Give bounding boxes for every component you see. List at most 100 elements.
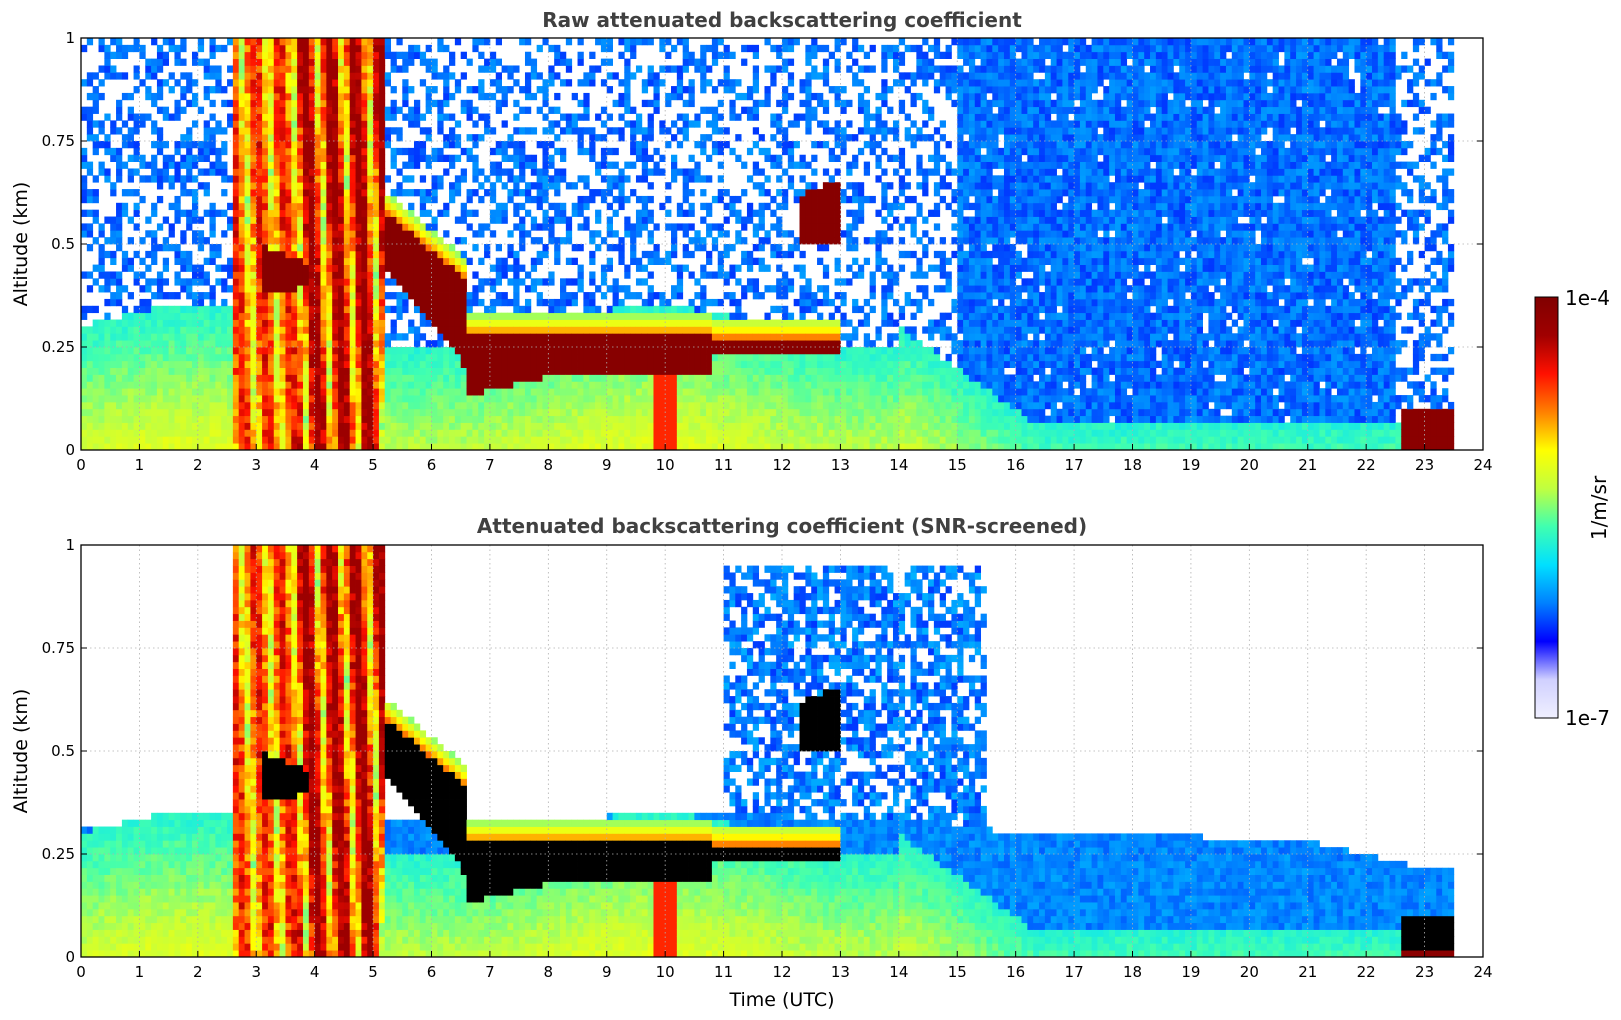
heatmap-cell: [302, 264, 310, 272]
heatmap-cell: [501, 264, 508, 272]
heatmap-cell: [706, 333, 713, 341]
heatmap-cell: [197, 154, 205, 162]
heatmap-cell: [413, 374, 421, 382]
heatmap-cell: [302, 422, 310, 430]
heatmap-cell: [425, 347, 432, 355]
heatmap-cell: [489, 264, 497, 272]
heatmap-cell: [624, 58, 631, 66]
heatmap-cell: [560, 353, 567, 362]
heatmap-cell: [378, 292, 386, 300]
heatmap-cell: [723, 230, 730, 238]
heatmap-cell: [548, 161, 555, 169]
heatmap-cell: [630, 408, 637, 417]
heatmap-cell: [595, 436, 602, 444]
heatmap-cell: [297, 319, 304, 327]
heatmap-cell: [209, 367, 216, 375]
heatmap-cell: [320, 436, 327, 444]
heatmap-cell: [215, 79, 222, 87]
heatmap-cell: [524, 422, 532, 430]
heatmap-cell: [343, 209, 351, 217]
heatmap-cell: [197, 333, 205, 341]
heatmap-cell: [215, 120, 222, 128]
heatmap-cell: [723, 353, 730, 362]
heatmap-cell: [121, 202, 129, 211]
heatmap-cell: [612, 312, 619, 320]
heatmap-cell: [297, 195, 304, 204]
heatmap-cell: [285, 429, 292, 437]
heatmap-cell: [367, 189, 374, 197]
heatmap-cell: [635, 381, 643, 389]
heatmap-cell: [308, 264, 316, 272]
heatmap-cell: [478, 312, 485, 320]
heatmap-cell: [267, 401, 275, 410]
heatmap-cell: [472, 106, 479, 114]
heatmap-cell: [343, 127, 351, 135]
heatmap-cell: [86, 443, 94, 450]
heatmap-cell: [139, 408, 146, 417]
heatmap-cell: [267, 161, 275, 169]
heatmap-cell: [367, 120, 374, 128]
heatmap-cell: [653, 312, 660, 320]
heatmap-cell: [647, 367, 654, 375]
heatmap-cell: [81, 223, 88, 231]
heatmap-cell: [139, 79, 146, 87]
heatmap-cell: [279, 443, 286, 450]
heatmap-cell: [349, 79, 356, 87]
heatmap-cell: [273, 147, 281, 156]
heatmap-cell: [250, 141, 257, 149]
heatmap-cell: [524, 72, 532, 80]
heatmap-cell: [343, 161, 351, 169]
heatmap-cell: [624, 401, 631, 410]
heatmap-cell: [250, 134, 257, 142]
heatmap-cell: [676, 65, 684, 73]
heatmap-cell: [735, 353, 742, 362]
heatmap-cell: [589, 278, 596, 286]
heatmap-cell: [600, 106, 608, 114]
heatmap-cell: [425, 436, 432, 444]
heatmap-cell: [250, 120, 257, 128]
heatmap-cell: [489, 429, 497, 437]
heatmap-cell: [443, 134, 450, 142]
heatmap-cell: [273, 436, 281, 444]
heatmap-cell: [285, 250, 292, 259]
heatmap-cell: [110, 326, 117, 334]
heatmap-cell: [524, 106, 532, 114]
heatmap-cell: [302, 106, 310, 114]
heatmap-cell: [530, 223, 538, 231]
heatmap-cell: [116, 408, 123, 417]
heatmap-cell: [735, 92, 742, 101]
heatmap-cell: [367, 65, 374, 73]
heatmap-cell: [554, 134, 561, 142]
heatmap-cell: [390, 415, 397, 423]
heatmap-cell: [431, 305, 438, 314]
heatmap-cell: [308, 244, 316, 252]
heatmap-cell: [174, 216, 181, 224]
heatmap-cell: [121, 333, 129, 341]
heatmap-cell: [244, 278, 251, 286]
heatmap-cell: [291, 134, 298, 142]
heatmap-cell: [635, 154, 643, 162]
heatmap-cell: [489, 65, 497, 73]
heatmap-cell: [460, 408, 467, 417]
heatmap-cell: [297, 374, 304, 382]
heatmap-cell: [116, 271, 123, 279]
heatmap-cell: [489, 79, 497, 87]
heatmap-cell: [273, 244, 281, 252]
heatmap-cell: [688, 319, 695, 327]
heatmap-cell: [110, 319, 117, 327]
heatmap-cell: [402, 189, 409, 197]
heatmap-cell: [361, 106, 368, 114]
heatmap-cell: [162, 395, 170, 403]
heatmap-cell: [332, 58, 339, 66]
heatmap-cell: [478, 182, 485, 190]
heatmap-cell: [682, 195, 689, 204]
heatmap-cell: [600, 38, 608, 46]
heatmap-cell: [612, 161, 619, 169]
heatmap-cell: [378, 99, 386, 108]
heatmap-cell: [711, 244, 719, 252]
heatmap-cell: [121, 141, 129, 149]
heatmap-cell: [653, 436, 660, 444]
heatmap-cell: [384, 278, 392, 286]
heatmap-cell: [466, 347, 473, 355]
heatmap-cell: [624, 223, 631, 231]
